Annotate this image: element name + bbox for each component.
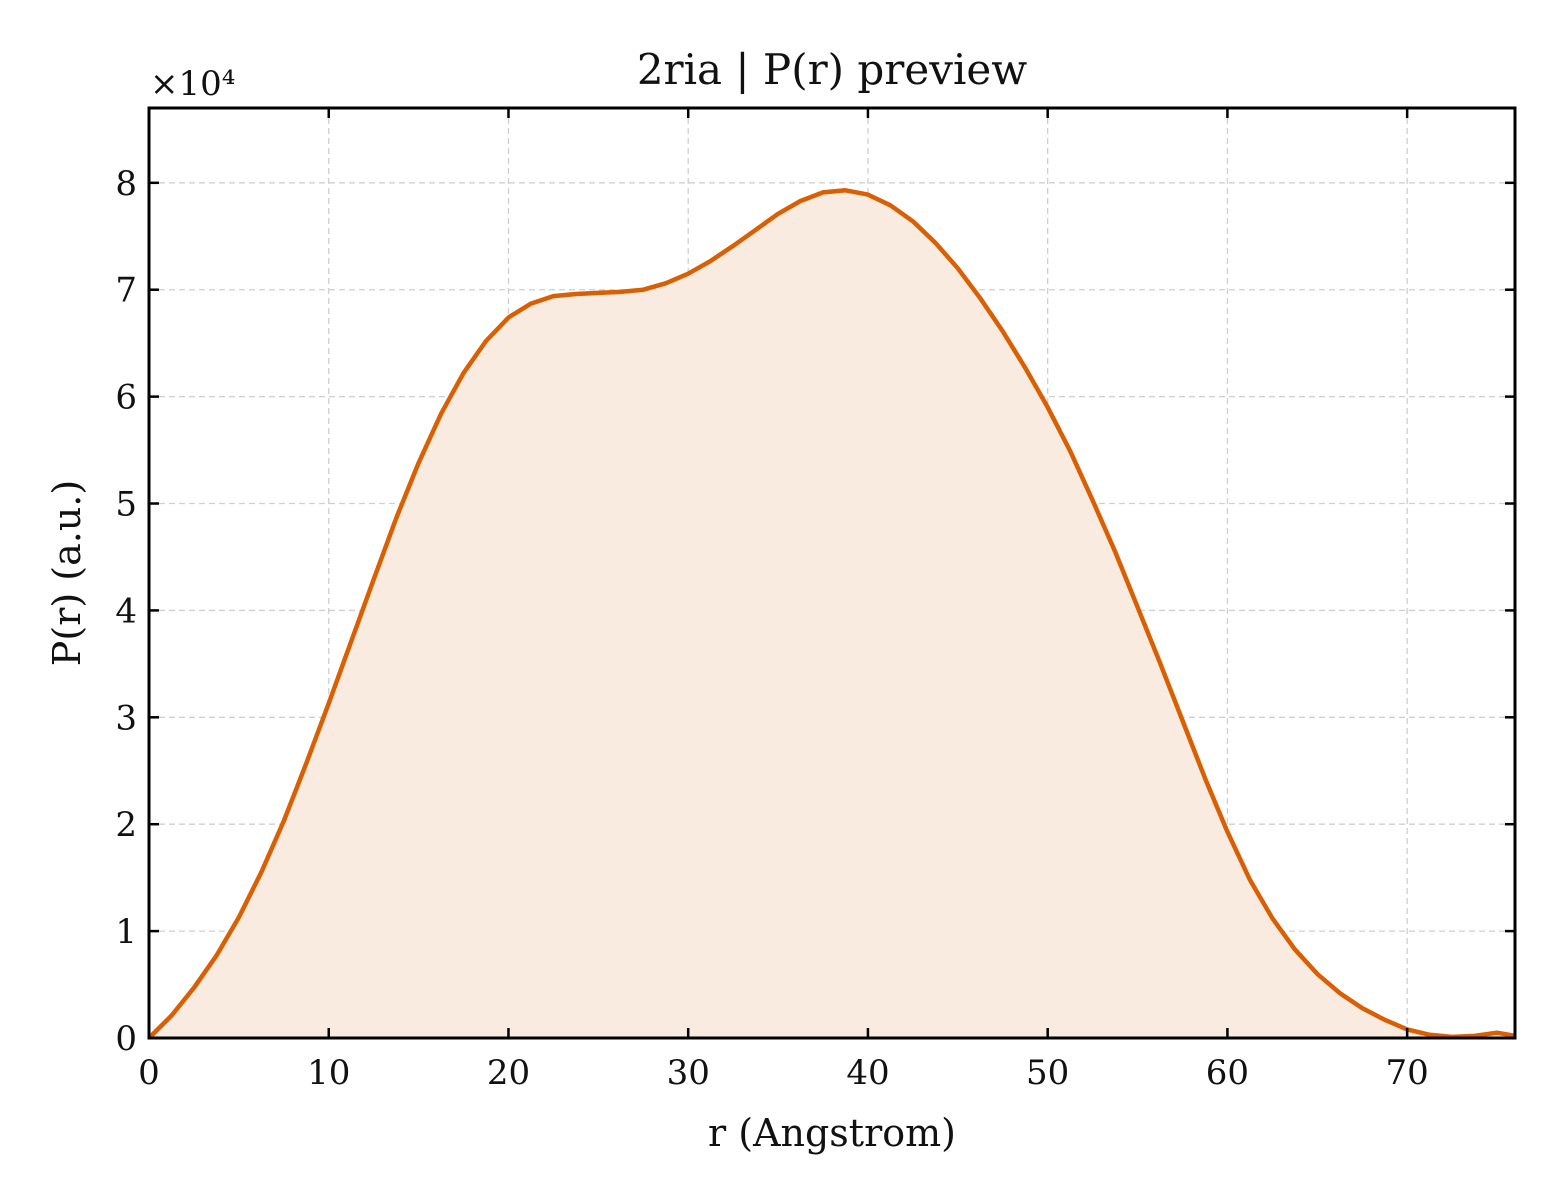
x-tick-label: 0 xyxy=(138,1053,160,1093)
y-tick-label: 6 xyxy=(115,378,137,418)
plot-frame xyxy=(147,106,1517,1040)
x-tick-label: 10 xyxy=(307,1053,350,1093)
y-tick-label: 4 xyxy=(115,591,137,631)
x-tick-label: 40 xyxy=(846,1053,889,1093)
x-tick-label: 20 xyxy=(487,1053,530,1093)
x-tick-label: 70 xyxy=(1386,1053,1429,1093)
y-tick-label: 1 xyxy=(115,912,137,952)
x-tick-label: 60 xyxy=(1206,1053,1249,1093)
x-tick-label: 30 xyxy=(667,1053,710,1093)
plot-area-fill xyxy=(147,188,1516,1040)
y-tick-label: 3 xyxy=(115,698,137,738)
y-tick-label: 5 xyxy=(115,485,137,525)
y-tick-label: 0 xyxy=(115,1019,137,1059)
pr-curve-line xyxy=(147,188,1516,1040)
y-tick-label: 2 xyxy=(115,805,137,845)
y-axis-label: P(r) (a.u.) xyxy=(45,480,89,666)
y-axis-multiplier: ×10⁴ xyxy=(150,64,235,104)
axes-frame xyxy=(147,106,1517,1040)
pr-area-fill xyxy=(149,190,1515,1039)
tick-marks-and-labels: 0 10 20 30 40 50 60 70 0 1 2 3 4 5 6 7 8 xyxy=(115,108,1515,1093)
x-axis-label: r (Angstrom) xyxy=(708,1111,956,1155)
y-tick-label: 8 xyxy=(115,164,137,204)
y-tick-label: 7 xyxy=(115,271,137,311)
chart-title: 2ria | P(r) preview xyxy=(637,45,1027,94)
x-tick-label: 50 xyxy=(1026,1053,1069,1093)
